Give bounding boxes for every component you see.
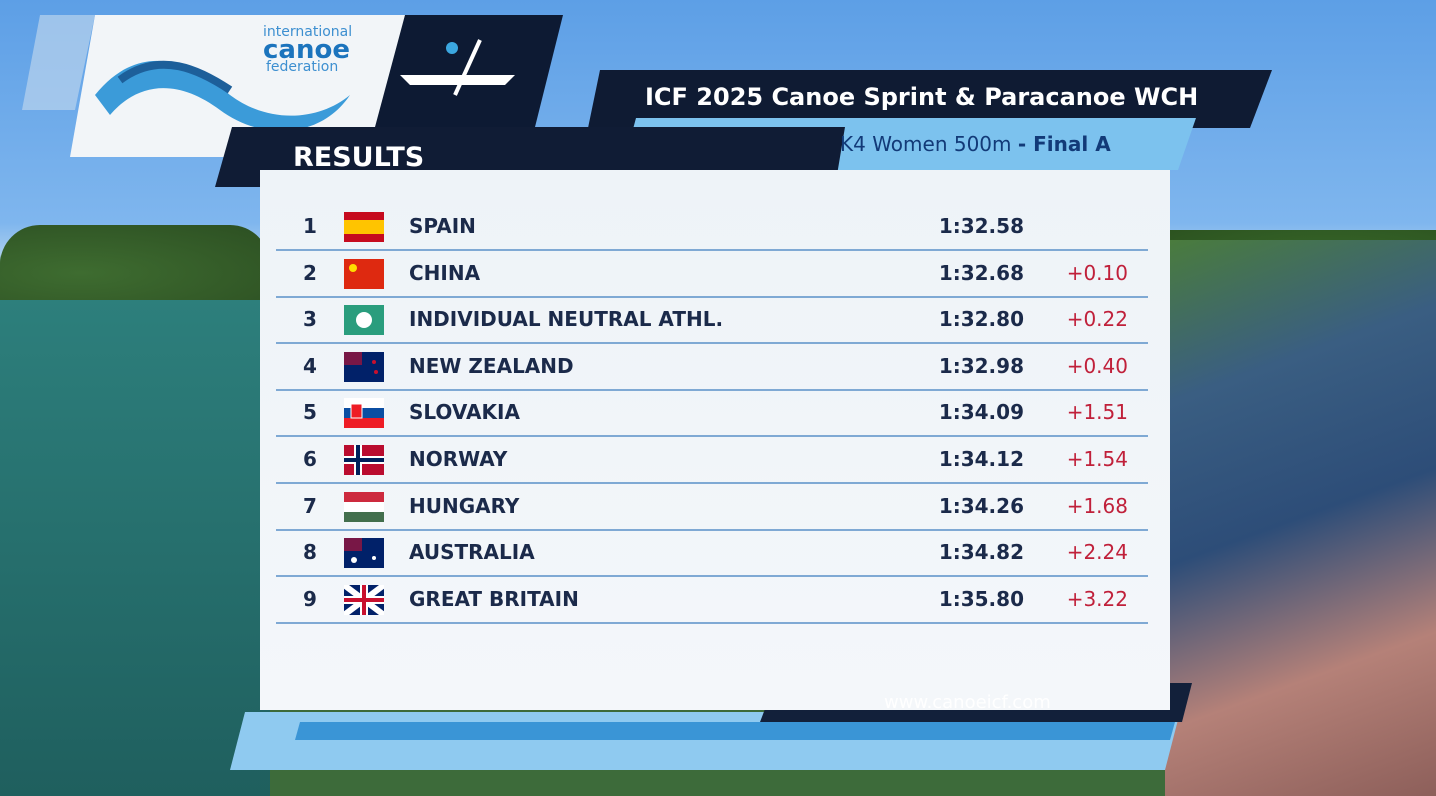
canoe-icon <box>400 75 515 85</box>
country: SPAIN <box>409 214 476 238</box>
result-row: 6 NORWAY 1:34.12 +1.54 <box>276 436 1148 484</box>
logo-text: federation <box>266 59 339 75</box>
country: GREAT BRITAIN <box>409 586 579 611</box>
time: 1:35.80 <box>938 586 1024 611</box>
flag <box>344 258 384 289</box>
title-banner <box>588 70 1272 128</box>
rank: 2 <box>303 260 317 285</box>
race-name: K4 Women 500m - Final A <box>840 132 1111 156</box>
section-title: RESULTS <box>293 142 425 173</box>
footer-url: www.canoeicf.com <box>884 692 1051 713</box>
time: 1:32.68 <box>938 260 1024 285</box>
country: SLOVAKIA <box>409 400 520 425</box>
country: CHINA <box>409 260 481 285</box>
rank: 5 <box>303 400 317 425</box>
flag <box>344 305 384 336</box>
logo-plate <box>70 15 410 157</box>
result-row: 2 CHINA 1:32.68 +0.10 <box>276 250 1148 298</box>
result-row: 5 SLOVAKIA 1:34.09 +1.51 <box>276 389 1148 438</box>
country: NORWAY <box>409 447 508 471</box>
canoe-icon <box>453 39 482 96</box>
flag <box>344 538 384 569</box>
time: 1:34.12 <box>938 447 1024 471</box>
phase: - Final A <box>1017 132 1111 156</box>
result-row: 3 INDIVIDUAL NEUTRAL ATHL. 1:32.80 +0.22 <box>276 296 1148 345</box>
time-behind: +1.54 <box>1066 447 1128 471</box>
rank: 4 <box>303 353 317 378</box>
time: 1:34.82 <box>938 540 1024 565</box>
flag <box>344 584 384 615</box>
rank: 6 <box>303 447 317 471</box>
flag <box>344 491 384 522</box>
rank: 1 <box>303 214 317 238</box>
flag <box>344 351 384 382</box>
logo-text: canoe <box>263 35 350 65</box>
result-row: 4 NEW ZEALAND 1:32.98 +0.40 <box>276 343 1148 391</box>
result-row: 8 AUSTRALIA 1:34.82 +2.24 <box>276 529 1148 578</box>
time-behind: +1.68 <box>1066 493 1128 518</box>
country: INDIVIDUAL NEUTRAL ATHL. <box>409 307 724 332</box>
time-behind: +0.40 <box>1066 353 1128 378</box>
flag <box>344 212 384 242</box>
time: 1:32.98 <box>938 353 1024 378</box>
background-water <box>0 300 270 796</box>
country: HUNGARY <box>409 493 520 518</box>
canoe-icon <box>446 42 458 54</box>
country: AUSTRALIA <box>409 540 535 565</box>
country: NEW ZEALAND <box>409 353 574 378</box>
time-behind: +2.24 <box>1066 540 1128 565</box>
flag <box>344 445 384 475</box>
logo-text: international <box>263 24 353 40</box>
icon-block <box>375 15 563 127</box>
time: 1:34.09 <box>938 400 1024 425</box>
time: 1:34.26 <box>938 493 1024 518</box>
flag <box>344 398 384 429</box>
time: 1:32.58 <box>938 214 1024 238</box>
event-title: ICF 2025 Canoe Sprint & Paracanoe WCH <box>645 83 1199 111</box>
logo-accent <box>22 15 95 110</box>
rank: 7 <box>303 493 317 518</box>
background-crowd <box>1165 240 1436 796</box>
race: K4 Women 500m <box>840 132 1012 156</box>
rank: 8 <box>303 540 317 565</box>
rank: 3 <box>303 307 317 332</box>
result-row: 1 SPAIN 1:32.58 <box>276 203 1148 251</box>
time-behind: +3.22 <box>1066 586 1128 611</box>
time-behind: +0.22 <box>1066 307 1128 332</box>
result-row: 7 HUNGARY 1:34.26 +1.68 <box>276 483 1148 531</box>
footer-stripe <box>295 722 1175 740</box>
logo-wave <box>117 60 233 94</box>
time-behind: +0.10 <box>1066 260 1128 285</box>
results-panel <box>260 170 1170 710</box>
time-behind: +1.51 <box>1066 400 1128 425</box>
result-row: 9 GREAT BRITAIN 1:35.80 +3.22 <box>276 576 1148 624</box>
time: 1:32.80 <box>938 307 1024 332</box>
background-trees <box>0 225 270 305</box>
rank: 9 <box>303 586 317 611</box>
logo-wave <box>95 60 350 131</box>
